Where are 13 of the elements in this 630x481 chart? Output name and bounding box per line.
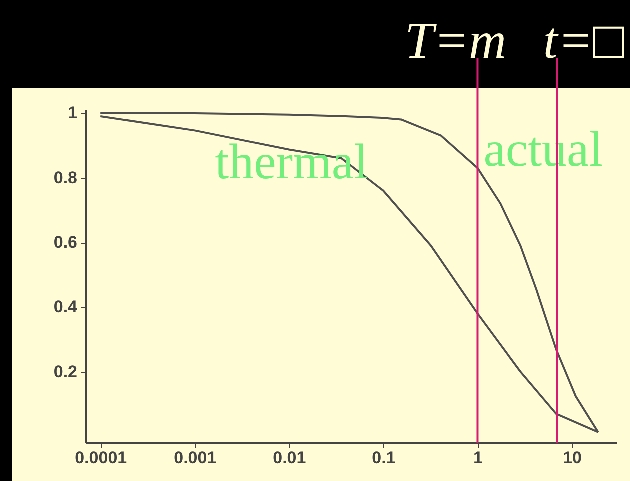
x-tick-label: 0.001 — [174, 448, 217, 468]
x-tick-label: 0.1 — [372, 448, 396, 468]
y-tick-label: 0.2 — [54, 362, 78, 382]
ref-line-label: t=□ — [543, 13, 625, 70]
y-tick-label: 1 — [68, 104, 78, 123]
x-tick-label: 1 — [474, 448, 483, 468]
y-tick-label: 0.4 — [54, 298, 78, 317]
y-tick-label: 0.6 — [54, 233, 78, 252]
ref-line-label: T=m — [404, 13, 507, 70]
x-tick-label: 0.0001 — [75, 448, 128, 468]
x-tick-label: 0.01 — [273, 448, 306, 468]
y-tick-label: 0.8 — [54, 168, 78, 188]
x-tick-label: 10 — [563, 448, 582, 468]
